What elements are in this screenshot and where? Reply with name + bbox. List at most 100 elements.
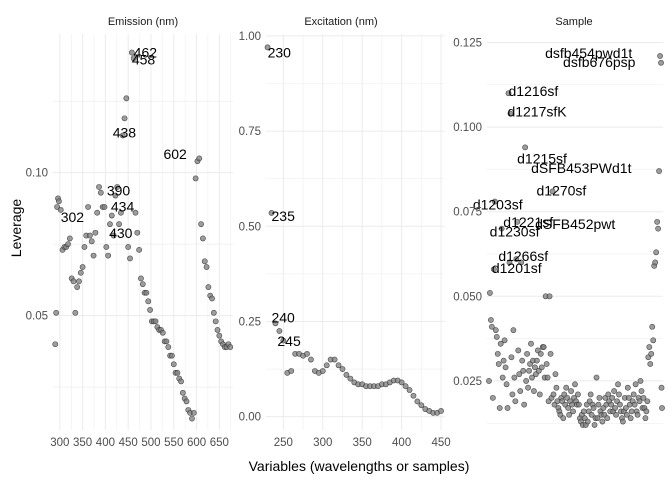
data-point bbox=[504, 405, 511, 411]
point-label: dSFB452pwt bbox=[535, 216, 615, 232]
data-point bbox=[414, 398, 421, 405]
data-point bbox=[508, 354, 515, 361]
data-point bbox=[624, 384, 631, 391]
data-point bbox=[117, 209, 124, 216]
data-point bbox=[656, 168, 662, 174]
data-point bbox=[503, 381, 510, 388]
panel-excitation-title: Excitation (nm) bbox=[304, 16, 377, 28]
data-point bbox=[512, 398, 519, 405]
data-point bbox=[92, 229, 99, 236]
point-label: 430 bbox=[109, 225, 133, 241]
point-label: d1266sf bbox=[498, 248, 548, 264]
data-point bbox=[280, 337, 287, 344]
data-point bbox=[492, 327, 499, 334]
data-point bbox=[658, 59, 664, 66]
data-point bbox=[547, 350, 554, 357]
data-point bbox=[568, 388, 574, 394]
x-tick-label: 550 bbox=[164, 437, 183, 449]
data-point bbox=[192, 175, 199, 182]
data-point bbox=[94, 209, 101, 216]
data-point bbox=[658, 384, 665, 391]
data-point bbox=[532, 364, 538, 371]
data-point bbox=[565, 405, 572, 411]
point-label: 230 bbox=[268, 44, 292, 60]
data-point bbox=[77, 269, 84, 276]
data-point bbox=[200, 235, 206, 242]
data-point bbox=[632, 381, 639, 388]
data-point bbox=[594, 415, 601, 422]
data-point bbox=[501, 337, 508, 344]
point-label: d1221sf bbox=[503, 214, 553, 230]
data-point bbox=[52, 341, 59, 348]
data-point bbox=[509, 391, 516, 398]
data-point bbox=[649, 323, 656, 330]
data-point bbox=[203, 264, 210, 270]
data-point bbox=[523, 378, 530, 384]
data-point bbox=[339, 366, 346, 372]
data-point bbox=[613, 411, 619, 418]
data-point bbox=[506, 259, 513, 266]
data-point bbox=[546, 293, 553, 300]
data-point bbox=[53, 309, 60, 316]
point-label: d1270sf bbox=[537, 182, 587, 198]
y-tick-label: 0.10 bbox=[26, 168, 48, 180]
data-point bbox=[514, 218, 521, 225]
data-point bbox=[652, 259, 659, 266]
data-point bbox=[116, 221, 122, 228]
data-point bbox=[331, 356, 338, 363]
data-point bbox=[529, 374, 535, 381]
data-point bbox=[143, 289, 150, 296]
data-point bbox=[488, 323, 495, 330]
data-point bbox=[643, 408, 650, 415]
data-point bbox=[163, 338, 170, 345]
data-point bbox=[491, 198, 498, 205]
data-point bbox=[87, 232, 93, 239]
data-point bbox=[159, 329, 166, 336]
data-point bbox=[493, 334, 500, 340]
data-point bbox=[189, 415, 195, 422]
data-point bbox=[524, 350, 530, 357]
data-point bbox=[572, 381, 578, 388]
data-point bbox=[88, 238, 95, 245]
data-point bbox=[134, 229, 141, 236]
y-tick-label: 0.00 bbox=[239, 412, 261, 424]
data-point bbox=[139, 281, 146, 288]
y-tick-label: 0.100 bbox=[453, 122, 482, 134]
data-point bbox=[531, 388, 537, 394]
y-tick-label: 0.75 bbox=[239, 126, 261, 138]
x-axis-label: Variables (wavelengths or samples) bbox=[249, 458, 470, 474]
data-point bbox=[623, 411, 630, 418]
data-point bbox=[580, 408, 587, 415]
point-label: 462 bbox=[134, 44, 158, 60]
y-tick-label: 1.00 bbox=[239, 31, 261, 43]
data-point bbox=[526, 367, 532, 374]
data-point bbox=[170, 361, 177, 368]
data-point bbox=[544, 374, 551, 381]
data-point bbox=[76, 278, 82, 285]
point-label: 458 bbox=[132, 52, 156, 68]
data-point bbox=[588, 411, 595, 418]
data-point bbox=[489, 394, 496, 401]
data-point bbox=[552, 371, 559, 378]
data-point bbox=[549, 188, 556, 195]
data-point bbox=[56, 198, 62, 205]
data-point bbox=[593, 374, 600, 381]
data-point bbox=[125, 244, 132, 250]
point-label: 438 bbox=[113, 125, 137, 141]
data-point bbox=[79, 264, 86, 270]
data-point bbox=[595, 401, 602, 408]
y-axis-label: Leverage bbox=[8, 199, 24, 258]
data-point bbox=[617, 401, 623, 408]
data-point bbox=[499, 374, 506, 381]
data-point bbox=[540, 344, 547, 350]
data-point bbox=[536, 391, 543, 398]
data-point bbox=[511, 374, 518, 381]
data-point bbox=[343, 371, 350, 378]
data-point bbox=[570, 408, 576, 415]
data-point bbox=[605, 391, 612, 398]
point-label: 434 bbox=[111, 199, 135, 215]
data-point bbox=[130, 55, 137, 62]
data-point bbox=[505, 90, 512, 97]
